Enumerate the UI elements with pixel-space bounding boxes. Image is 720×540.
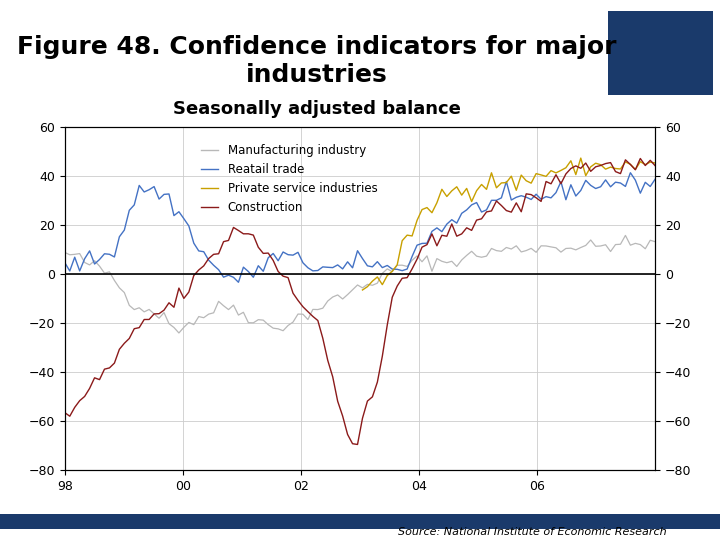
Manufacturing industry [224, 306, 233, 313]
Reatail trade [651, 176, 660, 183]
Construction [532, 194, 541, 201]
Legend: Manufacturing industry, Reatail trade, Private service industries, Construction: Manufacturing industry, Reatail trade, P… [196, 140, 382, 219]
Reatail trade [184, 222, 193, 229]
Construction [354, 441, 362, 448]
Manufacturing industry [472, 253, 481, 259]
Reatail trade [220, 274, 228, 280]
Reatail trade [234, 279, 243, 286]
Line: Reatail trade: Reatail trade [65, 173, 655, 282]
Reatail trade [532, 191, 541, 198]
Construction [472, 217, 481, 224]
Private service industries [527, 180, 536, 186]
Construction [220, 238, 228, 245]
Manufacturing industry [189, 321, 198, 328]
Text: Seasonally adjusted balance: Seasonally adjusted balance [173, 100, 461, 118]
Line: Construction: Construction [65, 159, 655, 444]
Text: Figure 48. Confidence indicators for major
industries: Figure 48. Confidence indicators for maj… [17, 35, 616, 87]
Private service industries [388, 268, 397, 274]
Private service industries [631, 166, 639, 173]
Reatail trade [641, 179, 649, 186]
Line: Private service industries: Private service industries [362, 158, 655, 290]
Construction [60, 409, 69, 416]
Manufacturing industry [60, 249, 69, 255]
Construction [636, 156, 644, 162]
Private service industries [467, 198, 476, 205]
Manufacturing industry [174, 330, 183, 336]
Reatail trade [60, 259, 69, 266]
Construction [651, 163, 660, 169]
Reatail trade [626, 170, 635, 176]
Private service industries [651, 160, 660, 166]
Manufacturing industry [393, 262, 402, 268]
Manufacturing industry [641, 246, 649, 252]
Construction [393, 283, 402, 289]
Construction [184, 289, 193, 295]
Manufacturing industry [621, 232, 630, 239]
Reatail trade [472, 199, 481, 206]
Reatail trade [393, 266, 402, 273]
Line: Manufacturing industry: Manufacturing industry [65, 235, 655, 333]
Manufacturing industry [651, 239, 660, 245]
Manufacturing industry [532, 249, 541, 255]
Construction [641, 163, 649, 169]
Text: Source: National Institute of Economic Research: Source: National Institute of Economic R… [398, 527, 667, 537]
